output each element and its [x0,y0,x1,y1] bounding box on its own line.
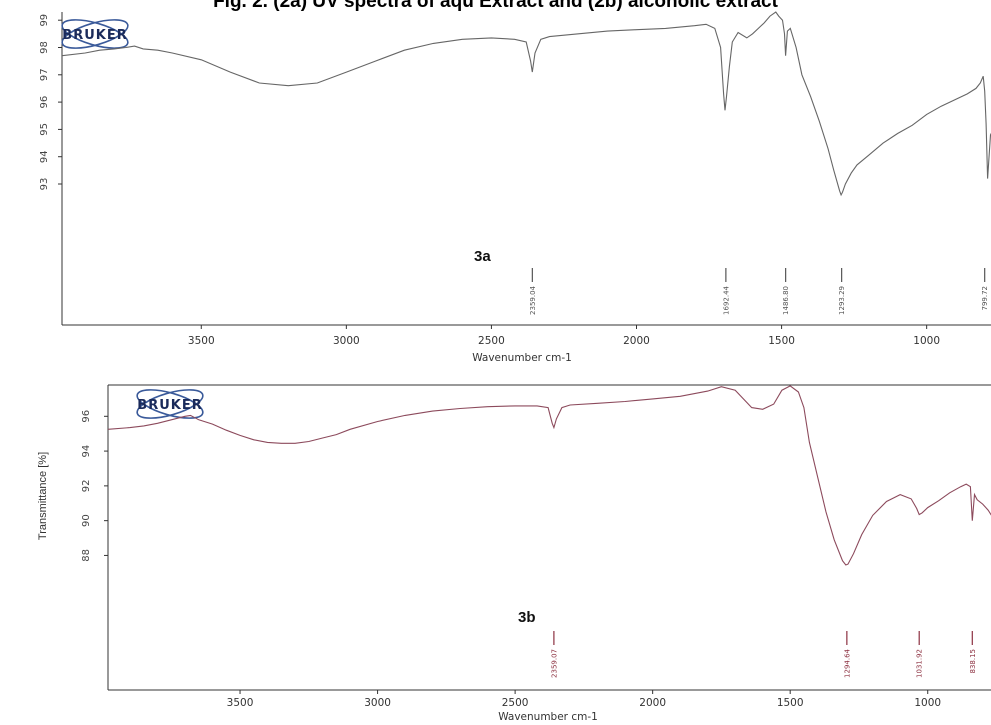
panel-label-3b: 3b [518,609,536,626]
y-tick-label: 88 [81,549,92,562]
peak-label: 1031.92 [916,649,924,678]
y-tick-label: 96 [39,96,50,109]
peak-label: 1293.29 [838,286,846,315]
x-tick-label: 1000 [914,697,941,709]
y-tick-label: 98 [39,41,50,54]
x-tick-label: 2000 [623,335,650,347]
y-tick-label: 94 [81,445,92,458]
logo-ellipse-1 [136,389,204,419]
logo-ellipse-1 [61,19,129,49]
peak-label: 1692.44 [722,285,730,314]
x-tick-label: 3500 [188,335,215,347]
logo-text: BRUKER [137,398,202,413]
peak-label: 799.72 [981,286,989,311]
y-tick-label: 95 [39,123,50,136]
panel-label-3a: 3a [474,248,491,265]
spectrum-line-3a [61,11,991,197]
bruker-logo: BRUKER [136,389,204,419]
logo-text: BRUKER [62,28,127,43]
peak-label: 2359.07 [550,649,558,678]
x-tick-label: 2500 [478,335,505,347]
chart-3b-x-axis-label: Wavenumber cm-1 [498,711,598,723]
logo-ellipse-2 [61,19,129,49]
chart-3a-x-axis-label: Wavenumber cm-1 [472,352,572,364]
x-tick-label: 2500 [502,697,529,709]
y-tick-label: 93 [39,178,50,191]
figure-caption: Fig. 2. (2a) UV spectra of aqu Extract a… [213,0,778,12]
y-tick-label: 96 [81,410,92,423]
x-tick-label: 3000 [333,335,360,347]
x-tick-label: 1500 [768,335,795,347]
spectrum-line-3b [107,385,991,566]
peak-label: 2359.04 [529,285,537,314]
peak-label: 838.15 [969,649,977,674]
y-tick-label: 97 [39,68,50,81]
chart-panel-3b: BRUKER 3b Transmittance [%] 88 90 92 94 96 3… [37,384,991,723]
y-tick-label: 90 [81,514,92,527]
peak-label: 1486.80 [782,286,790,315]
x-tick-label: 2000 [639,697,666,709]
x-tick-label: 3000 [364,697,391,709]
logo-ellipse-2 [136,389,204,419]
x-tick-label: 1000 [913,335,940,347]
peak-label: 1294.64 [843,648,851,677]
y-tick-label: 99 [39,14,50,27]
y-tick-label: 94 [39,150,50,163]
x-tick-label: 3500 [227,697,254,709]
y-tick-label: 92 [81,480,92,493]
bruker-logo: BRUKER [61,19,129,49]
chart-3b-y-axis-label: Transmittance [%] [37,452,49,540]
chart-panel-3a: BRUKER 3a 93 94 95 96 97 98 99 3500 3000 2500 200… [39,11,991,364]
x-tick-label: 1500 [777,697,804,709]
